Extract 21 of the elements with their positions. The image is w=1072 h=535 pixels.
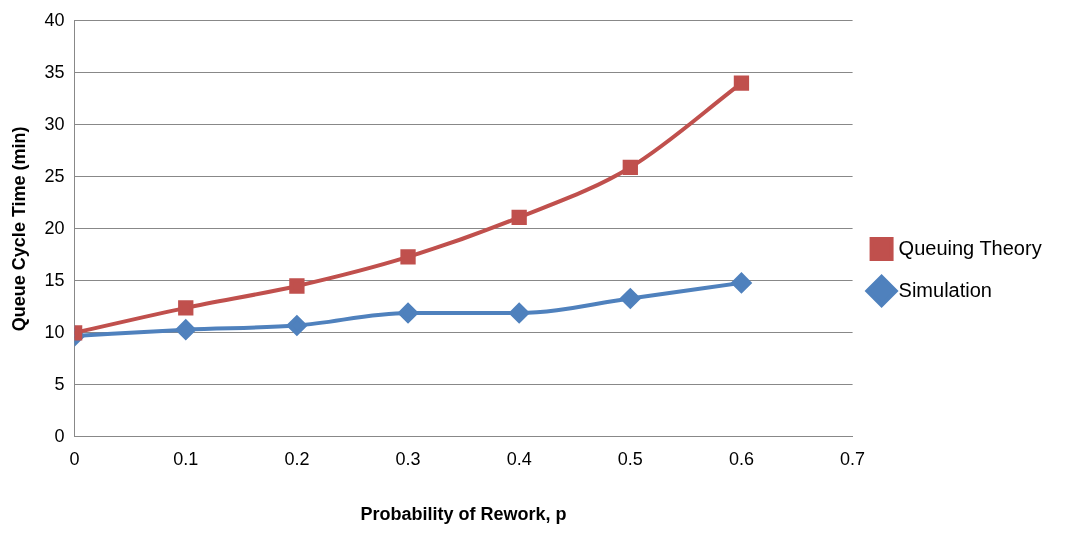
legend-label: Queuing Theory [898, 236, 1042, 259]
y-tick-label: 10 [44, 321, 65, 342]
y-axis-title: Queue Cycle Time (min) [8, 126, 29, 332]
y-tick-label: 35 [44, 61, 65, 82]
x-axis-title: Probability of Rework, p [360, 504, 567, 525]
x-tick-label: 0.7 [840, 448, 866, 469]
y-tick-label: 20 [44, 217, 65, 238]
y-tick-label: 40 [44, 9, 65, 30]
y-tick-label: 5 [54, 373, 65, 394]
legend-label: Simulation [898, 278, 992, 301]
x-tick-label: 0.5 [617, 448, 643, 469]
y-tick-label: 0 [54, 425, 65, 446]
y-tick-label: 30 [44, 113, 65, 134]
x-tick-label: 0.2 [284, 448, 310, 469]
x-tick-label: 0.4 [506, 448, 532, 469]
x-tick-label: 0.1 [173, 448, 199, 469]
y-tick-label: 25 [44, 165, 65, 186]
y-tick-label: 15 [44, 269, 65, 290]
x-tick-label: 0 [69, 448, 80, 469]
x-tick-label: 0.3 [395, 448, 421, 469]
x-tick-label: 0.6 [728, 448, 754, 469]
